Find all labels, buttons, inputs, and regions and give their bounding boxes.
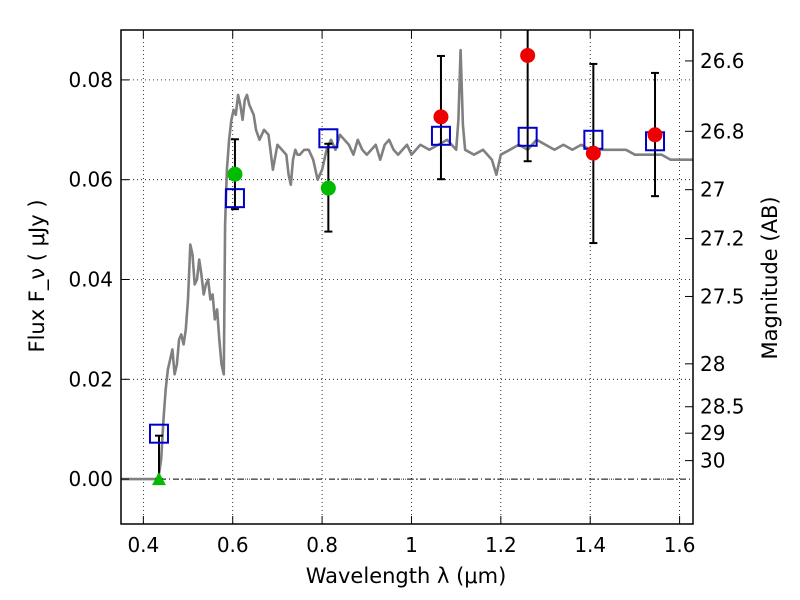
filled-circle-marker (520, 47, 536, 63)
magnitude-axis-title: Magnitude (AB) (758, 196, 782, 359)
open-square-marker (517, 126, 538, 147)
open-square-marker (224, 188, 245, 209)
y-tick-label: 0.08 (68, 68, 113, 92)
plot-frame (120, 29, 694, 525)
photometry-markers (148, 47, 666, 486)
magnitude-tick-label: 27.2 (700, 227, 745, 251)
filled-circle-marker (227, 166, 243, 182)
magnitude-tick-label: 28.5 (700, 395, 745, 419)
open-square-marker (318, 128, 339, 149)
x-tick-label: 0.8 (306, 533, 338, 557)
open-square-marker (430, 125, 451, 146)
magnitude-tick-label: 26.6 (700, 49, 745, 73)
x-tick-label: 1.2 (485, 533, 517, 557)
x-tick-label: 1.6 (664, 533, 696, 557)
plot-area (121, 30, 693, 486)
magnitude-tick-label: 26.8 (700, 119, 745, 143)
filled-circle-marker (647, 127, 663, 143)
open-square-marker (148, 423, 169, 444)
magnitude-axis-ticks: 26.6 26.8 27 27.2 27.5 28 28.529 30 (685, 49, 745, 473)
magnitude-tick-label: 27.5 (700, 284, 745, 308)
y-axis-ticks: 0.00 0.02 0.04 0.06 0.08 (68, 68, 129, 491)
y-tick-label: 0.06 (68, 168, 113, 192)
y-tick-label: 0.00 (68, 467, 113, 491)
filled-circle-marker (433, 109, 449, 125)
x-tick-label: 1.4 (574, 533, 606, 557)
x-axis-title: Wavelength λ (μm) (306, 564, 507, 588)
model-spectrum-line (121, 48, 693, 481)
x-tick-label: 0.4 (127, 533, 159, 557)
x-tick-label: 0.6 (217, 533, 249, 557)
y-tick-label: 0.02 (68, 367, 113, 391)
x-tick-label: 1 (405, 533, 418, 557)
magnitude-tick-label: 30 (700, 449, 725, 473)
magnitude-tick-label: 28 (700, 352, 725, 376)
triangle-marker (151, 472, 166, 486)
gridlines (121, 30, 693, 524)
filled-circle-marker (585, 145, 601, 161)
magnitude-tick-label: 27 (700, 178, 725, 202)
magnitude-tick-label: 29 (700, 421, 725, 445)
x-axis-ticks: 0.4 0.6 0.8 1 1.2 1.4 1.6 (127, 30, 696, 557)
filled-circle-marker (320, 180, 336, 196)
y-tick-label: 0.04 (68, 267, 113, 291)
y-axis-title: Flux F_ν ( μJy ) (25, 199, 50, 352)
